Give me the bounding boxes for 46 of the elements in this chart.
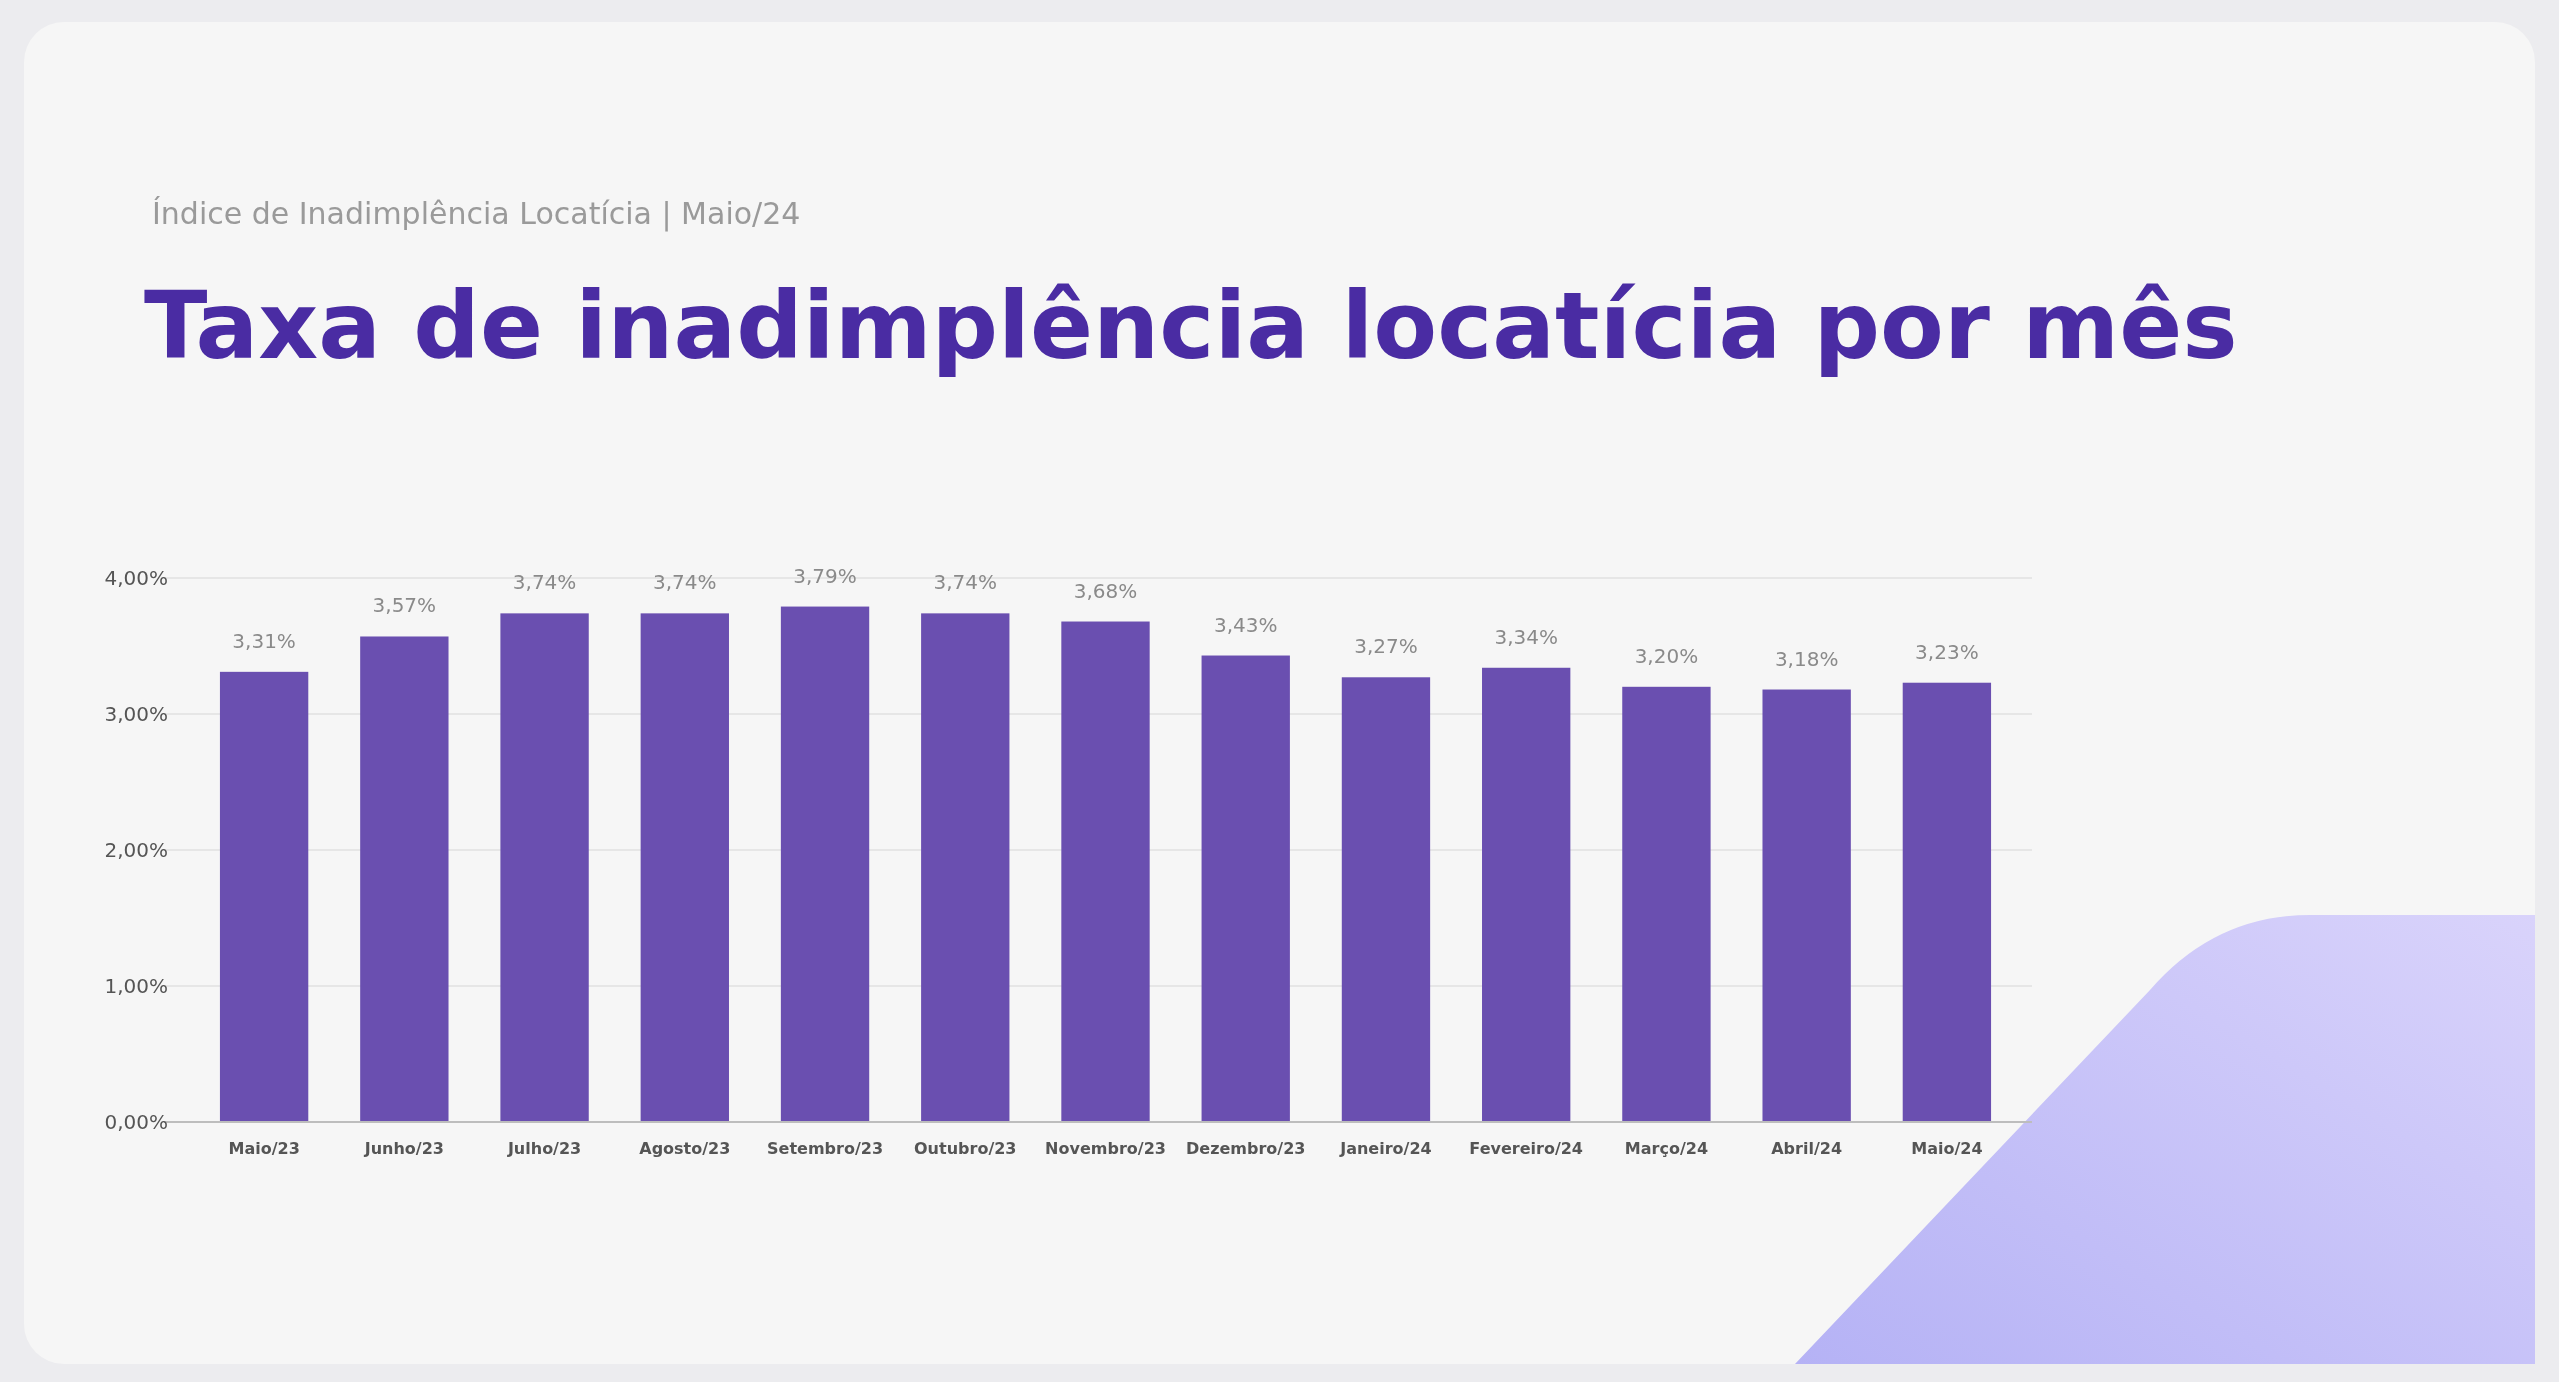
- bar: [219, 671, 309, 1122]
- y-tick-label: 1,00%: [104, 974, 168, 998]
- x-tick-label: Setembro/23: [767, 1138, 884, 1158]
- data-label: 3,34%: [1494, 624, 1558, 649]
- data-label: 3,57%: [372, 593, 437, 618]
- data-label: 3,79%: [793, 563, 857, 588]
- x-tick-label: Abril/24: [1771, 1138, 1843, 1158]
- x-tick-label: Dezembro/23: [1186, 1138, 1306, 1158]
- bar: [360, 636, 449, 1122]
- bar: [500, 613, 589, 1122]
- bar: [1902, 682, 1992, 1122]
- y-tick-label: 4,00%: [104, 566, 168, 590]
- bar: [1762, 689, 1851, 1122]
- data-label: 3,74%: [653, 570, 717, 595]
- data-label: 3,74%: [933, 570, 998, 595]
- bar: [921, 613, 1010, 1122]
- bar: [1061, 621, 1150, 1122]
- y-tick-label: 3,00%: [104, 702, 168, 726]
- x-tick-label: Maio/24: [1911, 1138, 1983, 1158]
- x-tick-label: Fevereiro/24: [1469, 1138, 1584, 1158]
- bar: [640, 613, 729, 1122]
- data-label: 3,18%: [1774, 646, 1839, 671]
- y-tick-label: 2,00%: [104, 838, 168, 862]
- bar: [780, 606, 870, 1122]
- x-tick-label: Agosto/23: [639, 1138, 731, 1158]
- chart-title: Taxa de inadimplência locatícia por mês: [144, 272, 2238, 380]
- x-tick-label: Novembro/23: [1045, 1138, 1166, 1158]
- bar: [1201, 655, 1290, 1122]
- chart-subtitle: Índice de Inadimplência Locatícia | Maio/24: [152, 196, 801, 232]
- x-tick-label: Março/24: [1624, 1138, 1709, 1158]
- y-tick-label: 0,00%: [104, 1110, 168, 1134]
- data-label: 3,23%: [1915, 639, 1979, 664]
- data-label: 3,31%: [232, 628, 296, 653]
- x-tick-label: Junho/23: [363, 1138, 444, 1158]
- data-label: 3,27%: [1354, 634, 1418, 659]
- x-tick-label: Julho/23: [506, 1138, 582, 1158]
- x-tick-label: Outubro/23: [914, 1138, 1017, 1158]
- x-tick-label: Maio/23: [228, 1138, 300, 1158]
- bar: [1622, 686, 1711, 1122]
- data-label: 3,20%: [1634, 643, 1699, 668]
- data-label: 3,74%: [512, 570, 577, 595]
- x-tick-label: Janeiro/24: [1339, 1138, 1432, 1158]
- data-label: 3,43%: [1213, 612, 1278, 637]
- bar: [1482, 667, 1571, 1122]
- bar: [1341, 677, 1431, 1122]
- data-label: 3,68%: [1073, 578, 1138, 603]
